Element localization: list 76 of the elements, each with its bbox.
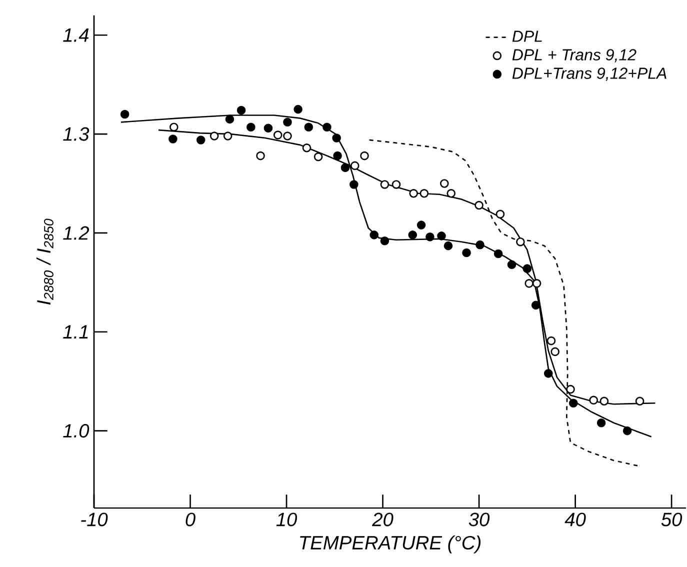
point xyxy=(333,151,342,160)
legend-label: DPL xyxy=(512,30,542,42)
point xyxy=(380,180,390,189)
point xyxy=(524,279,534,288)
y-axis-title: I$_{2880}$ / I$_{2850}$ xyxy=(36,218,54,305)
legend-label: DPL+Trans 9,12+PLA xyxy=(512,68,666,81)
point xyxy=(294,104,302,114)
point xyxy=(462,248,471,258)
y-tick-label: 1.0 xyxy=(63,424,90,438)
point xyxy=(360,151,369,160)
x-tick-label: -10 xyxy=(81,512,108,526)
x-tick-label: 50 xyxy=(661,512,682,526)
point xyxy=(332,134,341,142)
point xyxy=(380,236,390,246)
y-tick-label: 1.4 xyxy=(63,28,89,42)
point xyxy=(314,152,323,162)
point xyxy=(264,124,273,133)
point xyxy=(635,396,644,406)
point xyxy=(600,396,609,406)
y-tick-label: 1.3 xyxy=(63,127,90,141)
point xyxy=(409,188,418,198)
point xyxy=(322,122,332,132)
point xyxy=(340,163,350,172)
point xyxy=(420,188,429,198)
point xyxy=(408,230,418,240)
point xyxy=(494,249,503,258)
point xyxy=(596,418,606,428)
point xyxy=(168,134,178,144)
point xyxy=(246,122,256,132)
point xyxy=(437,232,446,240)
point xyxy=(496,210,505,219)
legend-label: DPL + Trans 9,12 xyxy=(512,49,636,62)
point xyxy=(304,122,314,132)
x-tick-label: 30 xyxy=(468,512,490,526)
x-tick-label: 20 xyxy=(372,512,394,526)
point xyxy=(440,179,449,188)
point xyxy=(273,130,282,140)
y-tick-label: 1.1 xyxy=(63,325,88,338)
point xyxy=(516,237,525,246)
point xyxy=(546,336,556,346)
point xyxy=(170,122,178,132)
point xyxy=(550,347,560,356)
point xyxy=(225,114,234,124)
point xyxy=(196,136,206,144)
point xyxy=(622,426,632,436)
point xyxy=(236,106,246,115)
point xyxy=(302,143,312,152)
point xyxy=(544,369,553,378)
point xyxy=(522,264,532,273)
x-tick-label: 40 xyxy=(564,512,586,526)
point xyxy=(444,241,453,250)
point xyxy=(531,300,540,310)
point xyxy=(589,396,598,405)
point xyxy=(474,200,484,210)
point xyxy=(426,232,434,242)
x-axis-title: TEMPERATURE (°C) xyxy=(300,535,480,554)
point xyxy=(120,110,130,119)
x-tick-label: 10 xyxy=(276,512,298,526)
point xyxy=(446,188,456,198)
point xyxy=(568,398,578,408)
point xyxy=(507,260,516,270)
point xyxy=(392,180,401,189)
x-tick-label: 0 xyxy=(186,512,196,526)
point xyxy=(350,180,358,189)
point xyxy=(283,132,292,140)
point xyxy=(210,132,219,140)
point xyxy=(370,230,379,240)
point xyxy=(350,161,360,170)
y-tick-label: 1.2 xyxy=(63,226,90,240)
point xyxy=(476,240,484,250)
point xyxy=(532,279,542,288)
point xyxy=(416,220,426,230)
point xyxy=(566,384,575,394)
point xyxy=(223,132,232,140)
point xyxy=(283,118,292,127)
point xyxy=(256,151,265,160)
